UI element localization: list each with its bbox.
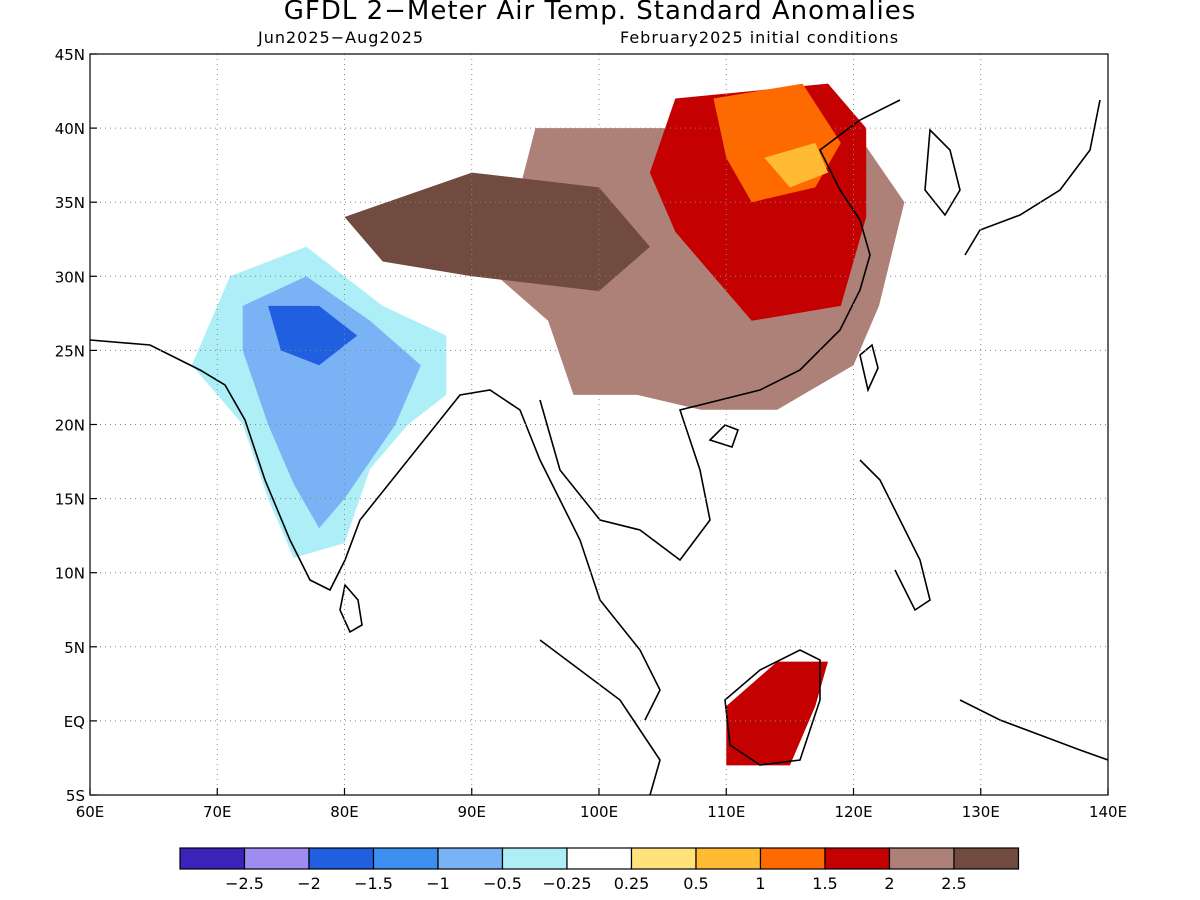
hainan	[708, 424, 740, 448]
borneo	[724, 649, 821, 766]
lat-tick-label: 30N	[55, 268, 85, 286]
colorbar-label: −0.5	[483, 874, 522, 893]
lat-tick-label: 5S	[66, 787, 85, 805]
lon-tick-label: 110E	[707, 803, 745, 821]
lon-tick-label: 100E	[580, 803, 618, 821]
colorbar-swatch	[437, 847, 504, 870]
sri-lanka	[339, 583, 363, 634]
initial-conditions: February2025 initial conditions	[620, 28, 900, 47]
lon-tick-label: 70E	[203, 803, 232, 821]
colorbar-swatch	[501, 847, 568, 870]
colorbar-swatch	[243, 847, 310, 870]
lon-tick-label: 80E	[330, 803, 359, 821]
lat-tick-label: 40N	[55, 120, 85, 138]
colorbar-swatch	[630, 847, 697, 870]
latitude-axis: 45N 40N 35N 30N 25N 20N 15N 10N 5N EQ 5S	[55, 46, 97, 805]
forecast-period: Jun2025−Aug2025	[258, 28, 425, 47]
colorbar-label: 1.5	[812, 874, 837, 893]
colorbar-label: 2.5	[941, 874, 966, 893]
colorbar-swatch	[179, 847, 246, 870]
colorbar-label: −2.5	[225, 874, 264, 893]
lat-tick-label: 10N	[55, 565, 85, 583]
coastlines	[90, 99, 1108, 795]
sumatra	[539, 639, 661, 795]
lon-tick-label: 90E	[457, 803, 486, 821]
colorbar-label: 0.5	[683, 874, 708, 893]
lon-tick-label: 130E	[962, 803, 1000, 821]
lat-tick-label: 45N	[55, 46, 85, 64]
map-title: GFDL 2−Meter Air Temp. Standard Anomalie…	[283, 0, 917, 26]
lon-tick-label: 60E	[76, 803, 105, 821]
anomaly-region-borneo-red	[726, 661, 828, 766]
east-asia-coastline	[539, 99, 901, 562]
colorbar-label: −0.25	[542, 874, 591, 893]
colorbar-label: 1	[755, 874, 765, 893]
lat-tick-label: 5N	[64, 639, 85, 657]
mainland-coastline	[90, 339, 661, 721]
lon-tick-label: 140E	[1089, 803, 1127, 821]
lat-tick-label: 20N	[55, 417, 85, 435]
colorbar-swatch	[759, 847, 826, 870]
lat-tick-label: 15N	[55, 491, 85, 509]
colorbar-swatch	[888, 847, 955, 870]
colorbar-label: −2	[297, 874, 321, 893]
colorbar-label: 2	[884, 874, 894, 893]
colorbar-label: −1.5	[354, 874, 393, 893]
new-guinea	[959, 699, 1108, 761]
philippines	[859, 459, 931, 612]
anomaly-region-north-china-core	[764, 142, 828, 188]
lon-tick-label: 120E	[834, 803, 872, 821]
colorbar-swatch	[695, 847, 762, 870]
colorbar-swatch	[372, 847, 439, 870]
gridlines	[90, 54, 1108, 795]
colorbar-label: 0.25	[614, 874, 650, 893]
colorbar-swatch	[308, 847, 375, 870]
korea	[924, 128, 961, 217]
colorbar: −2.5 −2 −1.5 −1 −0.5 −0.25 0.25 0.5 1 1.5 2 2.5	[179, 847, 1020, 893]
lat-tick-label: 25N	[55, 342, 85, 360]
colorbar-swatch	[566, 847, 633, 870]
taiwan	[859, 343, 879, 393]
longitude-axis: 60E 70E 80E 90E 100E 110E 120E 130E 140E	[76, 788, 1127, 821]
lat-tick-label: 35N	[55, 194, 85, 212]
lat-tick-label: EQ	[64, 713, 85, 731]
colorbar-label: −1	[426, 874, 450, 893]
colorbar-swatch	[953, 847, 1020, 870]
colorbar-swatch	[824, 847, 891, 870]
